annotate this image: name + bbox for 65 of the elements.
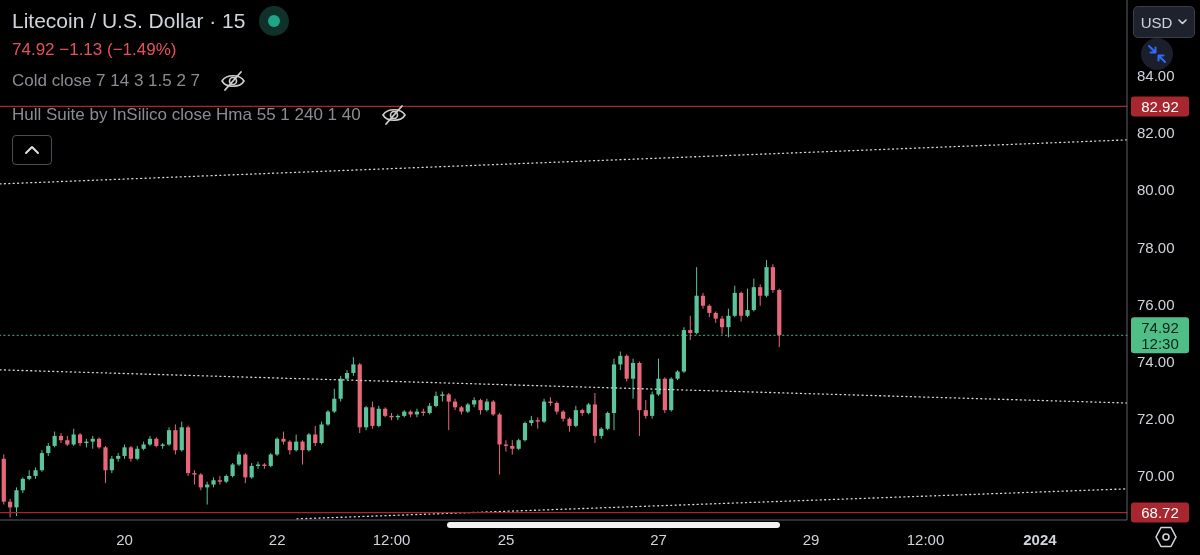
x-tick-label: 20: [116, 531, 133, 548]
candlestick: [624, 353, 629, 383]
y-tick-label: 76.00: [1137, 295, 1175, 313]
candlestick: [739, 290, 744, 322]
y-tick-label: 80.00: [1137, 181, 1175, 199]
candlestick: [338, 375, 343, 403]
candlestick: [605, 411, 610, 431]
candlestick: [300, 439, 305, 466]
candlestick: [758, 283, 763, 307]
candlestick: [313, 425, 318, 447]
candlestick: [351, 356, 356, 377]
candlestick: [745, 288, 750, 318]
candlestick: [243, 452, 248, 484]
candlestick: [535, 416, 540, 430]
candlestick: [332, 388, 337, 414]
candlestick: [103, 445, 108, 484]
candlestick: [522, 421, 528, 443]
candlestick: [561, 409, 566, 423]
candlestick: [166, 426, 172, 447]
candlestick: [370, 401, 375, 430]
candlestick: [179, 421, 184, 453]
x-tick-label: 25: [497, 531, 515, 548]
y-tick-label: 78.00: [1137, 238, 1175, 256]
y-tick-label: 82.00: [1137, 124, 1175, 142]
candlestick: [751, 278, 756, 312]
candlestick: [376, 405, 381, 428]
candlestick: [14, 486, 19, 517]
candlestick: [446, 392, 451, 431]
y-tick-label: 70.00: [1137, 467, 1175, 485]
x-tick-label: 22: [268, 531, 286, 548]
candlestick: [364, 405, 369, 431]
candlestick: [306, 432, 311, 453]
candlestick: [319, 421, 324, 445]
candlestick: [573, 405, 578, 428]
candlestick: [503, 439, 509, 453]
annotation: Hull Suite by InSilico close Hma 55 1 240 1 40: [12, 105, 361, 125]
candlestick: [688, 315, 693, 341]
candlestick: [643, 399, 648, 420]
y-tick-label: 72.00: [1137, 410, 1175, 428]
x-tick-label: 12:00: [906, 531, 945, 548]
annotation: Cold close 7 14 3 1.5 2 7: [12, 71, 201, 91]
candlestick: [173, 423, 178, 455]
candlestick: [656, 358, 661, 397]
candlestick: [217, 475, 222, 486]
candlestick: [650, 391, 655, 420]
x-tick-label: 12:00: [372, 531, 411, 548]
candlestick: [726, 308, 731, 338]
y-tick-label: 84.00: [1137, 66, 1175, 84]
candlestick: [732, 285, 737, 318]
candlestick: [39, 449, 45, 473]
candlestick: [275, 436, 280, 457]
ref-line-label: 68.72: [1141, 503, 1179, 521]
ref-line-label: 74.92 12:30: [1141, 318, 1179, 352]
y-tick-label: 74.00: [1137, 352, 1175, 370]
x-tick-label: 29: [802, 531, 820, 548]
candlestick: [192, 469, 197, 486]
candlestick: [770, 263, 775, 294]
chart-title: Litecoin / U.S. Dollar · 15: [12, 9, 246, 33]
x-tick-label: 2024: [1023, 531, 1058, 548]
dropdown-button: USD: [1133, 6, 1195, 38]
candlestick: [541, 398, 547, 424]
x-tick-label: 27: [650, 531, 667, 548]
ref-line-label: 82.92: [1141, 97, 1179, 115]
candlestick: [630, 358, 636, 400]
text: 74.92 −1.13 (−1.49%): [12, 40, 177, 60]
